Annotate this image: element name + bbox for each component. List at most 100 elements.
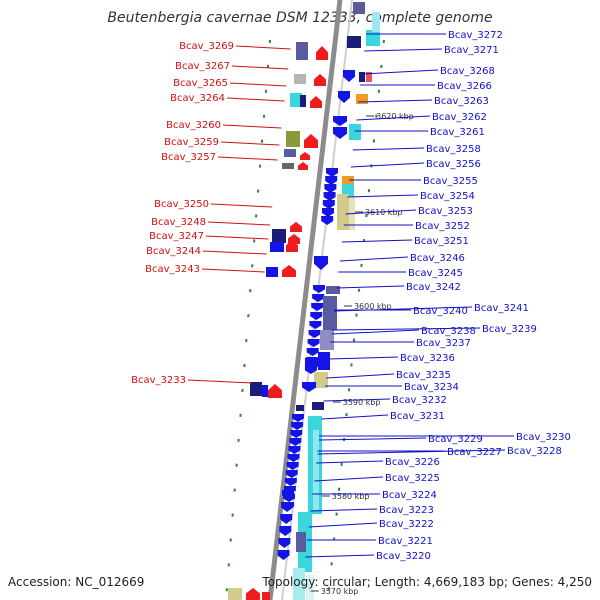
- gene-leader-line: [361, 69, 439, 75]
- gene-leader-line: [207, 221, 271, 226]
- gene-leader-line: [201, 268, 265, 273]
- gene-arrow-down: [281, 502, 294, 512]
- gene-label: Bcav_3237: [416, 338, 471, 349]
- gene-label: Bcav_3258: [426, 144, 481, 155]
- gene-block: [318, 352, 330, 370]
- gene-arrow-down: [324, 184, 337, 193]
- gene-block: [347, 36, 361, 48]
- gene-arrow-down: [290, 430, 303, 438]
- gene-block: [293, 568, 305, 600]
- gene-leader-line: [364, 48, 443, 52]
- gene-block: [323, 296, 337, 330]
- gene-label: Bcav_3261: [430, 127, 485, 138]
- gene-block: [300, 95, 306, 107]
- gene-block: [250, 382, 262, 396]
- gene-arrow-up: [246, 588, 260, 600]
- gene-label: Bcav_3266: [437, 81, 492, 92]
- gene-label: Bcav_3240: [413, 306, 468, 317]
- gene-arrow-up: [314, 74, 326, 86]
- gene-arrow-down: [285, 470, 298, 478]
- gene-block: [313, 430, 319, 510]
- gene-block: [366, 72, 372, 82]
- gene-label: Bcav_3231: [390, 411, 445, 422]
- gene-block: [314, 372, 328, 388]
- gene-arrow-down: [280, 514, 293, 524]
- gene-arrow-down: [333, 127, 347, 139]
- gene-arrow-down: [313, 285, 325, 293]
- gene-arrow-down: [278, 538, 291, 548]
- gene-arrow-down: [292, 414, 304, 422]
- gene-label: Bcav_3221: [378, 536, 433, 547]
- gene-block: [262, 385, 268, 397]
- gene-arrow-down: [287, 454, 300, 462]
- gene-label: Bcav_3235: [396, 370, 451, 381]
- gene-leader-line: [310, 508, 378, 512]
- gene-leader-line: [210, 203, 273, 208]
- gene-label: Bcav_3244: [146, 246, 201, 257]
- gene-arrow-up: [298, 162, 308, 170]
- gene-arrow-down: [322, 208, 334, 217]
- gene-leader-line: [352, 147, 425, 151]
- gene-leader-line: [331, 329, 420, 335]
- gene-arrow-down: [291, 422, 304, 430]
- gene-label: Bcav_3238: [421, 326, 476, 337]
- kbp-label: 3610 kbp: [365, 208, 403, 217]
- gene-label: Bcav_3224: [382, 490, 437, 501]
- gene-label: Bcav_3239: [482, 324, 537, 335]
- gene-label: Bcav_3272: [448, 30, 503, 41]
- gene-label: Bcav_3265: [173, 78, 228, 89]
- gene-block: [366, 30, 380, 46]
- gene-block: [312, 402, 324, 410]
- gene-block: [320, 330, 334, 350]
- gene-leader-line: [328, 356, 399, 360]
- gene-arrow-down: [325, 176, 338, 185]
- gene-arrow-up: [304, 134, 318, 148]
- gene-arrow-down: [306, 348, 319, 356]
- gene-arrow-down: [312, 294, 325, 302]
- gene-leader-line: [205, 235, 269, 240]
- gene-label: Bcav_3264: [170, 93, 225, 104]
- gene-label: Bcav_3245: [408, 268, 463, 279]
- gene-arrow-up: [290, 222, 302, 232]
- gene-leader-line: [235, 45, 291, 50]
- gene-block: [272, 229, 286, 243]
- gene-arrow-down: [277, 550, 290, 560]
- gene-label: Bcav_3225: [385, 473, 440, 484]
- gene-label: Bcav_3248: [151, 217, 206, 228]
- kbp-label: 3570 kbp: [321, 587, 359, 596]
- gene-leader-line: [356, 115, 431, 121]
- gene-block: [353, 2, 365, 14]
- gene-arrow-down: [284, 478, 297, 486]
- gene-label: Bcav_3271: [444, 45, 499, 56]
- gene-arrow-down: [282, 490, 294, 500]
- gene-leader-line: [331, 327, 481, 331]
- gene-arrow-down: [310, 312, 323, 320]
- gene-arrow-up: [268, 384, 282, 398]
- gene-arrow-up: [282, 265, 296, 277]
- gene-label: Bcav_3256: [426, 159, 481, 170]
- gene-leader-line: [339, 256, 409, 262]
- gene-block: [349, 124, 361, 140]
- gene-leader-line: [187, 379, 252, 384]
- gene-arrow-down: [322, 200, 335, 209]
- gene-label: Bcav_3243: [145, 264, 200, 275]
- gene-arrow-down: [305, 358, 319, 372]
- gene-arrow-up: [316, 46, 328, 60]
- gene-label: Bcav_3229: [428, 434, 483, 445]
- gene-block: [290, 93, 302, 107]
- gene-label: Bcav_3253: [418, 206, 473, 217]
- gene-label: Bcav_3227: [447, 447, 502, 458]
- gene-arrow-up: [286, 240, 298, 252]
- gene-leader-line: [317, 449, 506, 455]
- gene-label: Bcav_3251: [414, 236, 469, 247]
- gene-label: Bcav_3254: [420, 191, 475, 202]
- gene-block: [337, 194, 349, 230]
- gene-block: [294, 74, 306, 84]
- gene-label: Bcav_3260: [166, 120, 221, 131]
- gene-block: [326, 286, 340, 294]
- kbp-label: 3580 kbp: [332, 492, 370, 501]
- gene-arrow-down: [343, 70, 355, 82]
- gene-label: Bcav_3222: [379, 519, 434, 530]
- gene-leader-line: [220, 141, 280, 146]
